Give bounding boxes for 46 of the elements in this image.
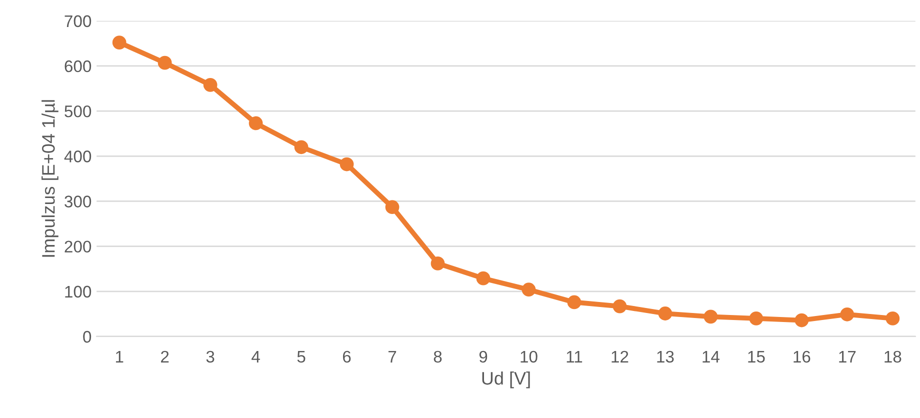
y-tick-label: 400	[64, 150, 92, 162]
x-tick-label: 13	[657, 350, 674, 363]
y-tick-label: 500	[64, 105, 92, 118]
x-tick-label: 1	[116, 350, 124, 362]
point	[430, 256, 445, 270]
point	[340, 157, 354, 172]
x-tick-label: 2	[161, 350, 169, 362]
y-axis-title: Impulzus [E+04 1/µl	[42, 100, 58, 257]
point	[749, 312, 764, 326]
x-tick-label: 15	[748, 350, 765, 363]
point	[112, 36, 126, 50]
x-axis-title: Ud [V]	[482, 371, 530, 388]
point	[658, 306, 672, 320]
point	[248, 116, 263, 130]
point	[158, 56, 172, 70]
x-tick-label: 17	[839, 350, 856, 362]
x-tick-label: 9	[479, 350, 488, 363]
y-tick-label: 700	[64, 15, 92, 28]
y-tick-label: 200	[64, 240, 92, 253]
y-tick-label: 100	[65, 286, 92, 298]
x-tick-label: 3	[206, 350, 214, 363]
y-tick-label: 300	[64, 196, 92, 208]
point	[567, 295, 582, 310]
x-tick-label: 7	[388, 350, 396, 362]
x-tick-label: 18	[884, 350, 902, 363]
point	[385, 200, 400, 214]
point	[476, 271, 490, 286]
y-tick-label: 600	[64, 60, 92, 72]
x-tick-label: 10	[520, 350, 538, 363]
point	[203, 78, 218, 92]
x-tick-label: 16	[794, 350, 810, 363]
point	[522, 282, 536, 297]
x-tick-label: 12	[612, 350, 628, 362]
point	[704, 310, 718, 324]
x-tick-label: 5	[297, 350, 306, 363]
x-tick-label: 8	[434, 350, 442, 363]
point	[612, 299, 627, 314]
x-tick-label: 14	[702, 350, 720, 362]
point	[886, 312, 900, 326]
point	[294, 140, 308, 154]
x-tick-label: 4	[252, 350, 260, 362]
point	[840, 307, 854, 322]
y-tick-label: 0	[83, 330, 92, 343]
point	[794, 313, 809, 328]
x-tick-label: 6	[343, 350, 351, 363]
x-tick-label: 11	[566, 350, 582, 362]
